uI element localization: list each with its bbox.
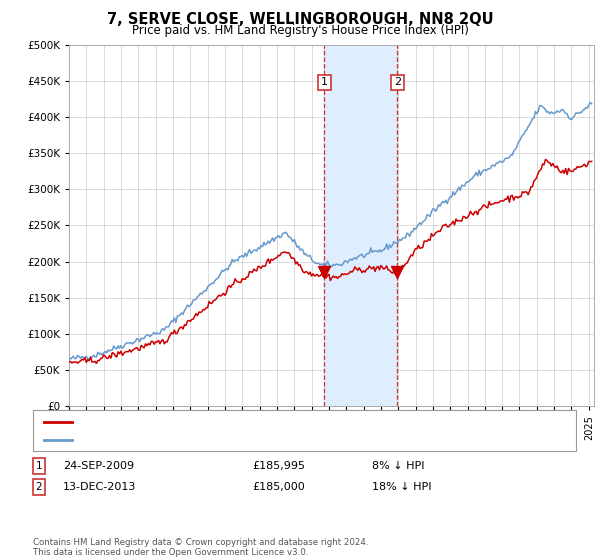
Text: 8% ↓ HPI: 8% ↓ HPI [372,461,425,471]
Text: Contains HM Land Registry data © Crown copyright and database right 2024.
This d: Contains HM Land Registry data © Crown c… [33,538,368,557]
Text: £185,000: £185,000 [252,482,305,492]
Text: 2: 2 [394,77,401,87]
Text: £185,995: £185,995 [252,461,305,471]
Text: 2: 2 [35,482,43,492]
Text: 1: 1 [35,461,43,471]
Text: HPI: Average price, detached house, North Northamptonshire: HPI: Average price, detached house, Nort… [76,435,382,445]
Bar [324,45,397,406]
Text: 1: 1 [321,77,328,87]
Text: 7, SERVE CLOSE, WELLINGBOROUGH, NN8 2QU: 7, SERVE CLOSE, WELLINGBOROUGH, NN8 2QU [107,12,493,27]
Text: Price paid vs. HM Land Registry's House Price Index (HPI): Price paid vs. HM Land Registry's House … [131,24,469,37]
Text: 18% ↓ HPI: 18% ↓ HPI [372,482,431,492]
Text: 24-SEP-2009: 24-SEP-2009 [63,461,134,471]
Text: 7, SERVE CLOSE, WELLINGBOROUGH, NN8 2QU (detached house): 7, SERVE CLOSE, WELLINGBOROUGH, NN8 2QU … [76,417,403,427]
Text: 13-DEC-2013: 13-DEC-2013 [63,482,136,492]
